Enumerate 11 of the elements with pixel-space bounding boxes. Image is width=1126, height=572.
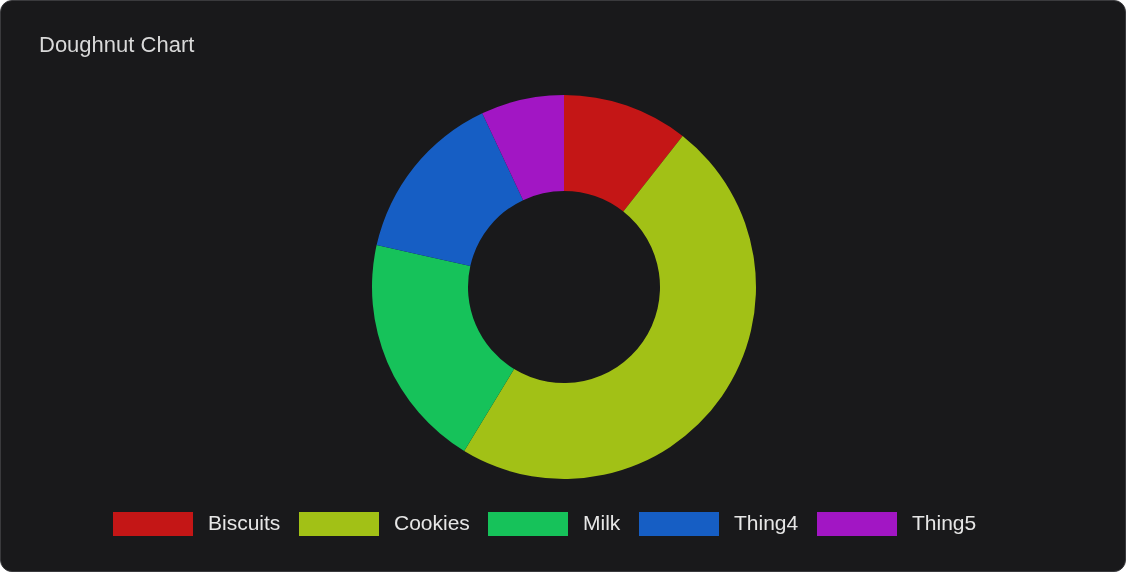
legend-label: Biscuits <box>208 511 281 534</box>
donut-slice <box>376 113 524 267</box>
legend-label: Thing5 <box>912 511 977 534</box>
legend-label: Milk <box>583 511 621 534</box>
chart-title: Doughnut Chart <box>39 32 195 57</box>
donut-slice <box>482 95 564 201</box>
donut-slice <box>372 245 515 452</box>
legend-label: Thing4 <box>734 511 799 534</box>
donut-slice <box>564 95 683 212</box>
legend-label: Cookies <box>394 511 470 534</box>
donut-slice <box>464 136 756 479</box>
